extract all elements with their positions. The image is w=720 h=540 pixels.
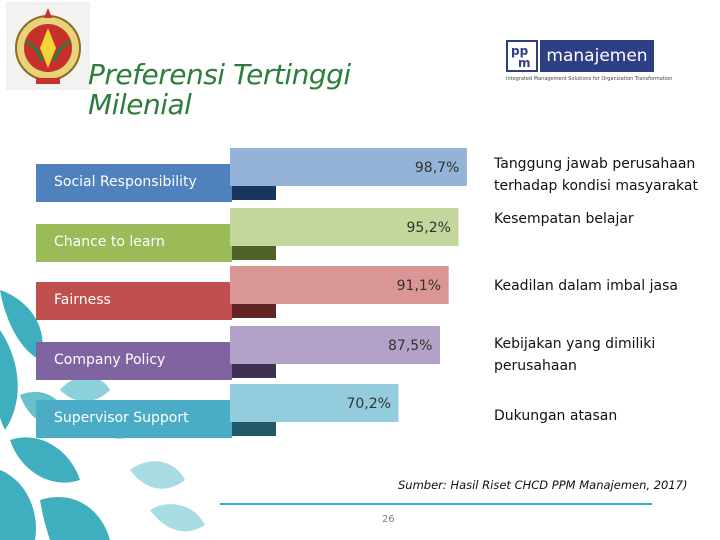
slide-title-line2: Milenial xyxy=(88,88,192,121)
category-label: Supervisor Support xyxy=(54,410,189,426)
ppm-logo-tagline: Integrated Management Solutions for Orga… xyxy=(506,76,673,82)
bar-fold xyxy=(230,364,276,378)
bar-fold xyxy=(230,304,276,318)
province-emblem xyxy=(6,2,90,90)
data-label: 91,1% xyxy=(396,278,442,294)
category-band xyxy=(36,164,232,202)
category-description: Kesempatan belajar xyxy=(494,211,634,227)
category-label: Chance to learn xyxy=(54,234,165,250)
page-number: 26 xyxy=(382,514,395,525)
source-note: Sumber: Hasil Riset CHCD PPM Manajemen, … xyxy=(398,478,688,492)
category-band xyxy=(36,224,232,262)
data-label: 95,2% xyxy=(406,220,451,236)
data-label: 87,5% xyxy=(388,338,433,354)
category-band xyxy=(36,342,232,380)
bar-fold xyxy=(230,186,276,200)
ppm-logo-box: pp m xyxy=(506,40,538,72)
bar xyxy=(230,148,467,186)
category-description: Kebijakan yang dimiliki perusahaan xyxy=(494,336,656,374)
category-band xyxy=(36,400,232,438)
bar xyxy=(230,384,399,422)
category-description: Dukungan atasan xyxy=(494,408,618,424)
footer-rule xyxy=(220,503,652,505)
bar-fold xyxy=(230,246,276,260)
bar xyxy=(230,266,449,304)
ppm-logo-wordmark: manajemen xyxy=(540,40,654,72)
bar xyxy=(230,208,459,246)
slide-title-line1: Preferensi Tertinggi xyxy=(88,58,351,91)
category-label: Social Responsibility xyxy=(54,174,197,190)
ppm-manajemen-logo: pp m manajemen Integrated Management Sol… xyxy=(506,40,672,86)
data-label: 98,7% xyxy=(414,160,460,176)
category-description: Keadilan dalam imbal jasa xyxy=(494,278,678,294)
bar-fold xyxy=(230,422,276,436)
category-label: Company Policy xyxy=(54,352,166,368)
slide-title: Preferensi Tertinggi Milenial xyxy=(88,60,351,120)
ppm-logo-box-bottom: m xyxy=(518,56,531,70)
category-label: Fairness xyxy=(54,292,111,308)
category-band xyxy=(36,282,232,320)
data-label: 70,2% xyxy=(346,396,391,412)
bar xyxy=(230,326,440,364)
category-description: Tanggung jawab perusahaan terhadap kondi… xyxy=(494,156,698,194)
ppm-logo-box-top: pp xyxy=(511,44,529,58)
